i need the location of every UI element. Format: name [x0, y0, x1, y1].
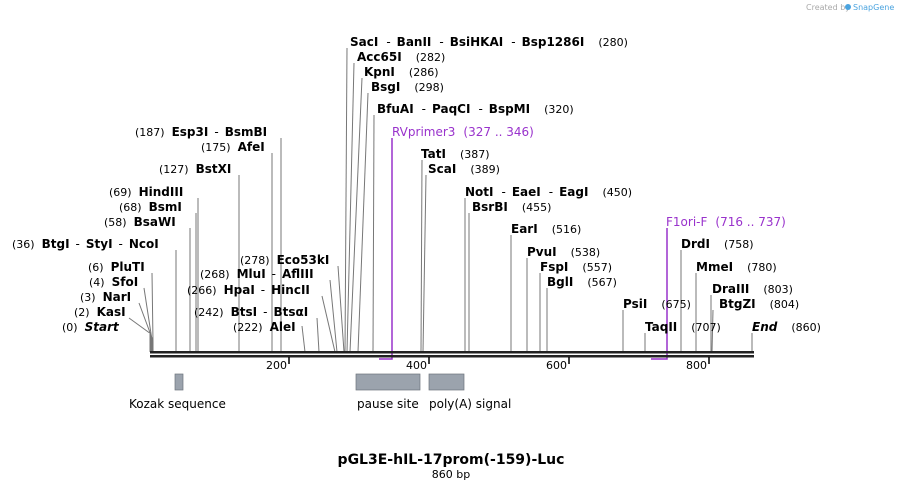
feature-kozak-label: Kozak sequence: [129, 397, 226, 411]
site-label-pvui[interactable]: PvuI (538): [527, 245, 600, 259]
site-label-nari[interactable]: (3) NarI: [80, 290, 131, 304]
site-label-eco53ki[interactable]: (278) Eco53kI: [240, 253, 329, 267]
site-label-mmei[interactable]: MmeI (780): [696, 260, 777, 274]
connector-btsi: [316, 317, 320, 353]
site-label-afei[interactable]: (175) AfeI: [201, 140, 265, 154]
ruler-ticks: [288, 357, 710, 364]
tick-label-400: 400: [406, 359, 427, 372]
site-label-sfoi[interactable]: (4) SfoI: [89, 275, 138, 289]
primer-label-f1ori-f[interactable]: F1ori-F (716 .. 737): [666, 215, 786, 229]
feature-pause-site-label: pause site: [357, 397, 419, 411]
site-label-hpai-hincii[interactable]: (266) HpaI - HincII: [187, 283, 310, 297]
backbone-bottom-strand: [150, 355, 754, 358]
connector-scai: [422, 174, 427, 353]
connector-bsgi: [357, 92, 369, 353]
connector-alei: [301, 325, 306, 353]
site-label-bsawi[interactable]: (58) BsaWI: [104, 215, 176, 229]
primer-arrow-rvprimer3: [379, 138, 393, 360]
site-label-kpni[interactable]: KpnI (286): [364, 65, 439, 79]
connector-kasi: [128, 317, 152, 352]
site-label-psii[interactable]: PsiI (675): [623, 297, 691, 311]
site-label-drdi[interactable]: DrdI (758): [681, 237, 754, 251]
connector-btgzi: [711, 309, 714, 353]
connector-kpni: [349, 77, 363, 353]
backbone-top-strand: [150, 351, 754, 354]
site-label-btsi-btsai[interactable]: (242) BtsI - BtsαI: [194, 305, 308, 319]
snapgene-logo-icon: [845, 4, 851, 10]
site-label-bsgi[interactable]: BsgI (298): [371, 80, 444, 94]
site-connectors: [128, 47, 753, 353]
connector-bfuai: [372, 114, 375, 353]
feature-pause-site-box[interactable]: [355, 373, 421, 391]
site-label-hindiii[interactable]: (69) HindIII: [109, 185, 183, 199]
credit-text: Created by: [806, 3, 850, 12]
tick-label-200: 200: [266, 359, 287, 372]
site-label-end[interactable]: End (860): [752, 320, 821, 334]
connector-acc65i: [346, 62, 355, 353]
site-label-bgli[interactable]: BglI (567): [547, 275, 617, 289]
site-label-bstxi[interactable]: (127) BstXI: [159, 162, 231, 176]
site-label-esp3i-bsmbi[interactable]: (187) Esp3I - BsmBI: [135, 125, 267, 139]
site-label-mlui-afliii[interactable]: (268) MluI - AflIII: [200, 267, 314, 281]
site-label-bfuai-group[interactable]: BfuAI - PaqCI - BspMI (320): [377, 102, 574, 116]
site-label-fspi[interactable]: FspI (557): [540, 260, 612, 274]
site-label-noti-group[interactable]: NotI - EaeI - EagI (450): [465, 185, 632, 199]
site-label-taqii[interactable]: TaqII (707): [645, 320, 721, 334]
site-label-draiii[interactable]: DraIII (803): [712, 282, 793, 296]
site-label-start[interactable]: (0) Start: [62, 320, 120, 334]
connector-mlui: [329, 279, 338, 353]
site-label-btgi-styi-ncoi[interactable]: (36) BtgI - StyI - NcoI: [12, 237, 159, 251]
site-label-bsrbi[interactable]: BsrBI (455): [472, 200, 551, 214]
site-label-saci-group[interactable]: SacI - BanII - BsiHKAI - Bsp1286I (280): [350, 35, 628, 49]
plasmid-length: 860 bp: [432, 468, 470, 481]
site-label-kasi[interactable]: (2) KasI: [74, 305, 126, 319]
connector-eco53ki: [337, 265, 345, 353]
feature-kozak-box[interactable]: [174, 373, 184, 391]
site-label-bsmi[interactable]: (68) BsmI: [119, 200, 182, 214]
site-label-tati[interactable]: TatI (387): [421, 147, 490, 161]
tick-label-800: 800: [686, 359, 707, 372]
connector-hpai: [321, 295, 336, 353]
feature-polya-label: poly(A) signal: [429, 397, 511, 411]
site-label-alei[interactable]: (222) AleI: [233, 320, 296, 334]
site-label-eari[interactable]: EarI (516): [511, 222, 581, 236]
site-label-pluti[interactable]: (6) PluTI: [88, 260, 145, 274]
site-label-btgzi[interactable]: BtgZI (804): [719, 297, 799, 311]
connector-saci: [344, 47, 348, 353]
plasmid-title: pGL3E-hIL-17prom(-159)-Luc: [338, 452, 565, 468]
site-label-acc65i[interactable]: Acc65I (282): [357, 50, 445, 64]
primer-arrow-f1ori-f: [651, 228, 668, 360]
snapgene-logo: SnapGene: [853, 3, 894, 12]
primer-label-rvprimer3[interactable]: RVprimer3 (327 .. 346): [392, 125, 534, 139]
connector-sfoi: [143, 287, 153, 352]
connector-tati: [420, 159, 423, 353]
site-label-scai[interactable]: ScaI (389): [428, 162, 500, 176]
feature-polya-box[interactable]: [428, 373, 465, 391]
connector-pluti: [151, 272, 154, 352]
tick-label-600: 600: [546, 359, 567, 372]
